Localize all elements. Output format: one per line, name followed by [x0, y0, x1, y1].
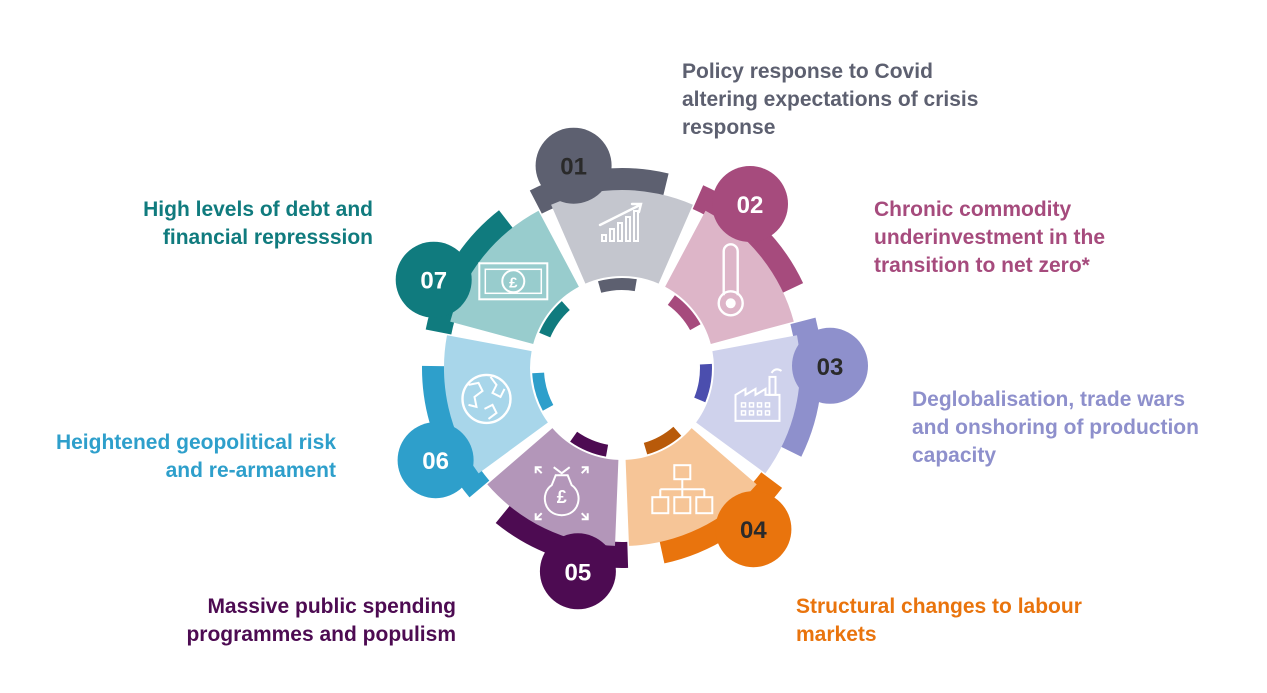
org-chart-icon — [651, 464, 714, 515]
segment-01: 01 — [529, 127, 693, 293]
number-badge-02 — [712, 166, 788, 242]
number-badge-04 — [715, 491, 792, 568]
number-badge-05 — [539, 533, 616, 610]
segment-06-wedge — [443, 335, 548, 474]
number-label-04: 04 — [740, 517, 767, 544]
segment-03-inner-bar — [694, 363, 712, 403]
growth-chart-icon — [598, 202, 643, 242]
number-label-06: 06 — [422, 448, 449, 475]
number-label-03: 03 — [817, 354, 844, 381]
segment-03: 03 — [694, 317, 868, 474]
segment-01-inner-bar — [598, 277, 637, 293]
number-badge-03 — [792, 327, 868, 404]
number-label-05: 05 — [565, 559, 592, 586]
money-bag-icon: £ — [534, 466, 589, 521]
segment-04-wedge — [625, 428, 757, 546]
number-badge-01 — [535, 127, 612, 204]
segment-07: 07 £ — [395, 210, 579, 344]
factory-icon — [734, 368, 783, 422]
number-label-07: 07 — [420, 268, 447, 295]
caption-07: High levels of debt and financial repres… — [143, 198, 373, 249]
segment-02: 02 — [665, 166, 804, 344]
segment-06: 06 — [397, 335, 554, 499]
caption-01: Policy response to Covid altering expect… — [682, 60, 979, 139]
caption-02: Chronic commodity underinvestment in the… — [874, 198, 1106, 277]
globe-icon — [461, 373, 512, 425]
segment-06-inner-bar — [532, 372, 554, 411]
number-badge-07 — [395, 241, 472, 318]
segment-07-wedge — [450, 210, 579, 344]
segment-04-inner-bar — [643, 426, 682, 455]
caption-05: Massive public spending programmes and p… — [186, 595, 456, 646]
segment-05-inner-bar — [570, 431, 609, 457]
banknote-icon: £ — [478, 262, 549, 301]
number-badge-06 — [397, 422, 474, 499]
segment-02-wedge — [665, 210, 794, 344]
svg-text:£: £ — [509, 274, 518, 291]
segment-02-inner-bar — [667, 295, 701, 331]
segment-04: 04 — [625, 426, 792, 568]
caption-04: Structural changes to labour markets — [796, 595, 1082, 646]
svg-text:£: £ — [557, 487, 567, 507]
number-label-02: 02 — [737, 192, 764, 219]
segment-07-inner-bar — [539, 301, 570, 338]
number-label-01: 01 — [560, 154, 587, 181]
caption-06: Heightened geopolitical risk and re-arma… — [55, 431, 336, 482]
caption-03: Deglobalisation, trade wars and onshorin… — [912, 388, 1199, 467]
segment-05: 05 £ — [487, 428, 629, 610]
thermometer-icon — [717, 243, 744, 317]
